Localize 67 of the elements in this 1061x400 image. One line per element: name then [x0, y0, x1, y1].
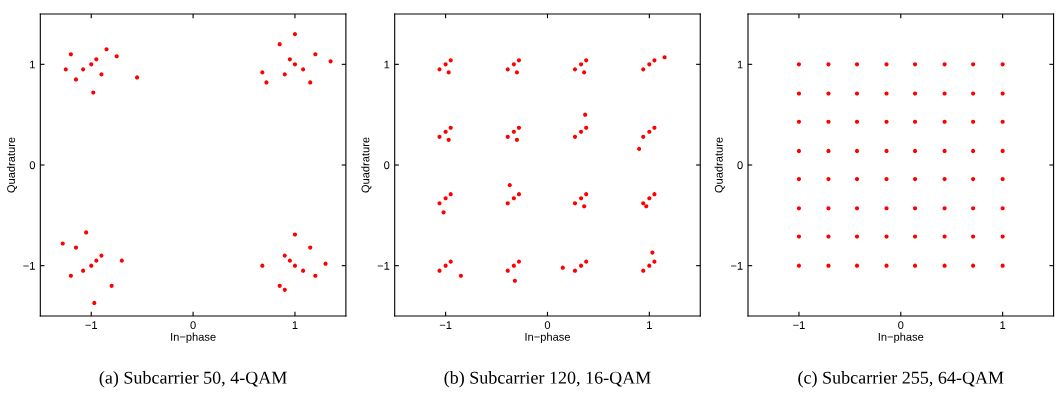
point: [92, 300, 97, 305]
x-axis-title: In−phase: [878, 332, 924, 343]
point: [89, 263, 94, 268]
y-axis-title: Quadrature: [6, 137, 18, 193]
point: [73, 77, 79, 82]
text: (b) Subcarrier 120, 16-QAM: [444, 371, 651, 388]
point: [114, 54, 119, 59]
y-axis-title: Quadrature: [361, 137, 372, 193]
x-tick-label: 1: [647, 321, 652, 329]
point: [292, 263, 298, 268]
point: [282, 287, 287, 292]
point: [282, 72, 287, 77]
y-tick-label: −1: [23, 262, 35, 270]
point: [109, 283, 114, 288]
point: [135, 75, 140, 80]
point: [260, 70, 265, 75]
y-tick-label: 0: [737, 161, 743, 170]
point: [73, 245, 79, 250]
point: [91, 90, 96, 95]
x-tick-label: −1: [85, 321, 98, 329]
point: [104, 47, 109, 52]
text: (a) Subcarrier 50, 4-QAM: [99, 371, 287, 388]
y-tick-label: 1: [30, 60, 35, 69]
point: [94, 57, 99, 62]
point: [292, 232, 298, 237]
point: [89, 62, 94, 67]
point: [301, 67, 306, 72]
point: [81, 268, 86, 273]
point: [264, 80, 269, 85]
point: [63, 67, 68, 72]
point: [84, 230, 89, 235]
x-tick-label: 0: [544, 321, 551, 330]
y-tick-label: 1: [384, 60, 390, 69]
y-axis-title: Quadrature: [714, 137, 725, 193]
text: (c) Subcarrier 255, 64-QAM: [798, 371, 1004, 388]
point: [328, 59, 333, 64]
x-axis-title: In−phase: [525, 332, 570, 343]
y-tick-label: −1: [377, 262, 390, 270]
point: [282, 253, 287, 258]
x-tick-label: 0: [898, 321, 904, 330]
point: [287, 258, 292, 263]
y-tick-label: 0: [29, 161, 36, 170]
point: [81, 67, 86, 72]
x-tick-label: −1: [439, 321, 452, 329]
point: [68, 52, 73, 57]
y-tick-label: 1: [737, 60, 743, 69]
y-tick-label: 0: [384, 161, 390, 170]
x-tick-label: 1: [292, 321, 298, 329]
point: [308, 80, 313, 85]
point: [277, 283, 282, 288]
point: [292, 32, 298, 37]
point: [277, 42, 282, 47]
point: [287, 57, 292, 62]
y-tick-label: −1: [731, 262, 743, 270]
x-tick-label: −1: [793, 321, 805, 329]
point: [313, 52, 318, 57]
x-axis-title: In−phase: [171, 332, 216, 343]
point: [94, 258, 99, 263]
point: [313, 273, 318, 278]
x-tick-label: 0: [190, 321, 196, 330]
x-tick-label: 1: [1000, 321, 1006, 329]
point: [68, 273, 73, 278]
point: [292, 62, 298, 67]
point: [260, 263, 265, 268]
point: [308, 245, 313, 250]
point: [301, 268, 306, 273]
point: [119, 258, 124, 263]
